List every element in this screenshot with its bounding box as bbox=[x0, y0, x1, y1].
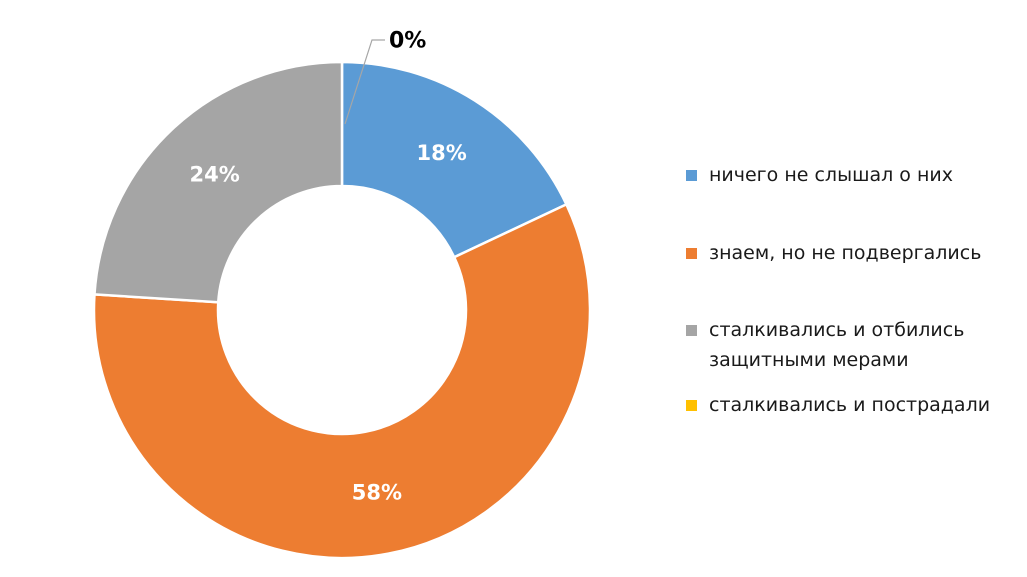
donut-slice-0 bbox=[340, 60, 568, 259]
legend-marker bbox=[686, 400, 697, 411]
legend-label: ничего не слышал о них bbox=[709, 164, 953, 186]
legend-marker bbox=[686, 325, 697, 336]
legend-marker bbox=[686, 170, 697, 181]
zero-callout-label: 0% bbox=[389, 29, 426, 54]
slice-data-label: 58% bbox=[352, 481, 402, 505]
legend-item: знаем, но не подвергались bbox=[686, 238, 981, 268]
donut-slice-1 bbox=[92, 203, 592, 560]
zero-callout-leader-line bbox=[344, 39, 385, 125]
legend-item: сталкивались и пострадали bbox=[686, 390, 990, 420]
legend-marker bbox=[686, 248, 697, 259]
chart-legend: ничего не слышал о них знаем, но не подв… bbox=[686, 0, 1026, 577]
slice-data-label: 18% bbox=[417, 141, 467, 165]
legend-label: знаем, но не подвергались bbox=[709, 242, 982, 264]
donut-chart: 18% 58% 24% 0% bbox=[92, 29, 592, 560]
donut-slice-2 bbox=[93, 60, 344, 304]
donut-labels: 18% 58% 24% 0% bbox=[190, 29, 467, 505]
donut-slices bbox=[92, 60, 592, 560]
slice-data-label: 24% bbox=[190, 162, 240, 186]
legend-item: ничего не слышал о них bbox=[686, 160, 953, 190]
legend-item: сталкивались и отбились защитными мерами bbox=[686, 315, 964, 375]
legend-label: сталкивались и отбились защитными мерами bbox=[709, 319, 965, 371]
legend-label: сталкивались и пострадали bbox=[709, 394, 991, 416]
